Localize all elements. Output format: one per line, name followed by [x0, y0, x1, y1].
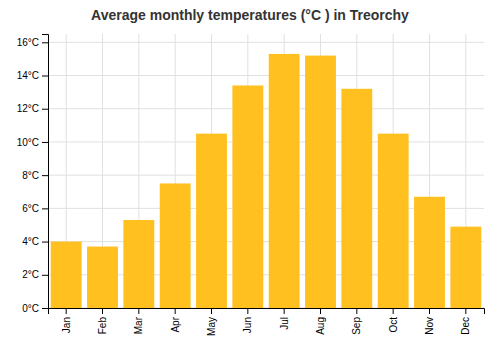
x-axis: Jan Feb Mar Apr May Jun Jul Aug Sep Oct Nov Dec [49, 308, 485, 336]
grid-line-y [48, 108, 484, 109]
x-tick-mark [356, 308, 357, 314]
title: Average monthly temperatures (°C ) in Tr… [91, 7, 409, 23]
x-tick-mark [320, 308, 321, 314]
x-tick-label: Jul [279, 317, 290, 330]
y-tick-mark [42, 42, 48, 43]
bar [160, 183, 191, 308]
chart: 0°C 2°C 4°C 6°C 8°C 10°C 12°C 14°C 16°C Jan Feb Mar… [0, 0, 500, 350]
x-tick-mark [247, 308, 248, 314]
bar [305, 56, 336, 308]
x-tick-label: Oct [388, 317, 399, 333]
y-tick-mark [42, 308, 48, 309]
x-tick-label: May [206, 317, 217, 336]
x-axis-line [49, 309, 485, 315]
y-tick-mark [42, 275, 48, 276]
grid-line-y [48, 175, 484, 176]
x-tick-label: Sep [351, 317, 362, 335]
x-tick: Oct [388, 308, 399, 333]
y-tick-label: 16°C [17, 37, 39, 48]
grid-line-y [48, 75, 484, 76]
y-tick: 12°C [17, 103, 48, 114]
x-tick-mark [66, 308, 67, 314]
x-tick-mark [175, 308, 176, 314]
x-tick-mark [102, 308, 103, 314]
x-tick: Jun [242, 308, 253, 333]
y-tick: 14°C [17, 70, 48, 81]
y-tick-mark [42, 175, 48, 176]
y-tick-mark [42, 109, 48, 110]
x-tick-label: Mar [133, 316, 144, 334]
y-tick: 8°C [22, 170, 48, 181]
y-tick-label: 10°C [17, 137, 39, 148]
bar [378, 134, 409, 308]
y-tick-label: 6°C [22, 203, 39, 214]
x-tick: Aug [315, 308, 326, 335]
x-tick-label: Jan [61, 317, 72, 333]
x-tick-mark [138, 308, 139, 314]
y-tick-label: 2°C [22, 269, 39, 280]
y-tick-label: 12°C [17, 103, 39, 114]
x-tick: Dec [460, 308, 471, 335]
bar [123, 220, 154, 308]
y-tick-mark [42, 242, 48, 243]
x-tick-mark [284, 308, 285, 314]
x-tick-mark [393, 308, 394, 314]
x-tick: Jan [61, 308, 72, 333]
x-tick: Jul [279, 308, 290, 330]
x-tick-mark [211, 308, 212, 314]
x-tick-label: Feb [97, 317, 108, 335]
y-tick: 0°C [22, 303, 48, 314]
x-tick-label: Aug [315, 317, 326, 335]
x-tick: May [206, 308, 217, 336]
bar [87, 247, 118, 308]
x-tick-mark [465, 308, 466, 314]
y-tick-mark [42, 142, 48, 143]
y-tick-label: 8°C [22, 170, 39, 181]
y-tick: 2°C [22, 269, 48, 280]
y-tick-mark [42, 76, 48, 77]
y-tick-label: 0°C [22, 303, 39, 314]
grid-line-y [48, 141, 484, 142]
bars [51, 54, 482, 308]
x-tick: Apr [170, 308, 181, 333]
bar [196, 134, 227, 308]
bar [51, 242, 82, 308]
y-tick-label: 4°C [22, 236, 39, 247]
x-tick: Feb [97, 308, 108, 334]
plot-area: 0°C 2°C 4°C 6°C 8°C 10°C 12°C 14°C 16°C Jan Feb Mar… [17, 34, 485, 336]
bar [450, 227, 481, 308]
grid-line-y [48, 42, 484, 43]
x-tick: Nov [424, 308, 435, 335]
x-tick-mark [429, 308, 430, 314]
grid [48, 34, 484, 308]
x-tick: Sep [351, 308, 362, 335]
y-tick: 10°C [17, 137, 48, 148]
y-axis: 0°C 2°C 4°C 6°C 8°C 10°C 12°C 14°C 16°C [17, 35, 49, 314]
bar [414, 197, 445, 308]
x-tick-label: Dec [460, 317, 471, 335]
x-tick-label: Jun [242, 317, 253, 333]
y-tick: 16°C [17, 37, 48, 48]
x-tick-label: Nov [424, 317, 435, 335]
bar [232, 85, 263, 308]
x-tick-label: Apr [170, 316, 181, 332]
y-tick-mark [42, 208, 48, 209]
y-tick: 4°C [22, 236, 48, 247]
y-tick: 6°C [22, 203, 48, 214]
x-tick: Mar [133, 308, 144, 334]
y-tick-label: 14°C [17, 70, 39, 81]
bar [269, 54, 300, 308]
bar [341, 89, 372, 308]
y-axis-line [42, 35, 49, 309]
